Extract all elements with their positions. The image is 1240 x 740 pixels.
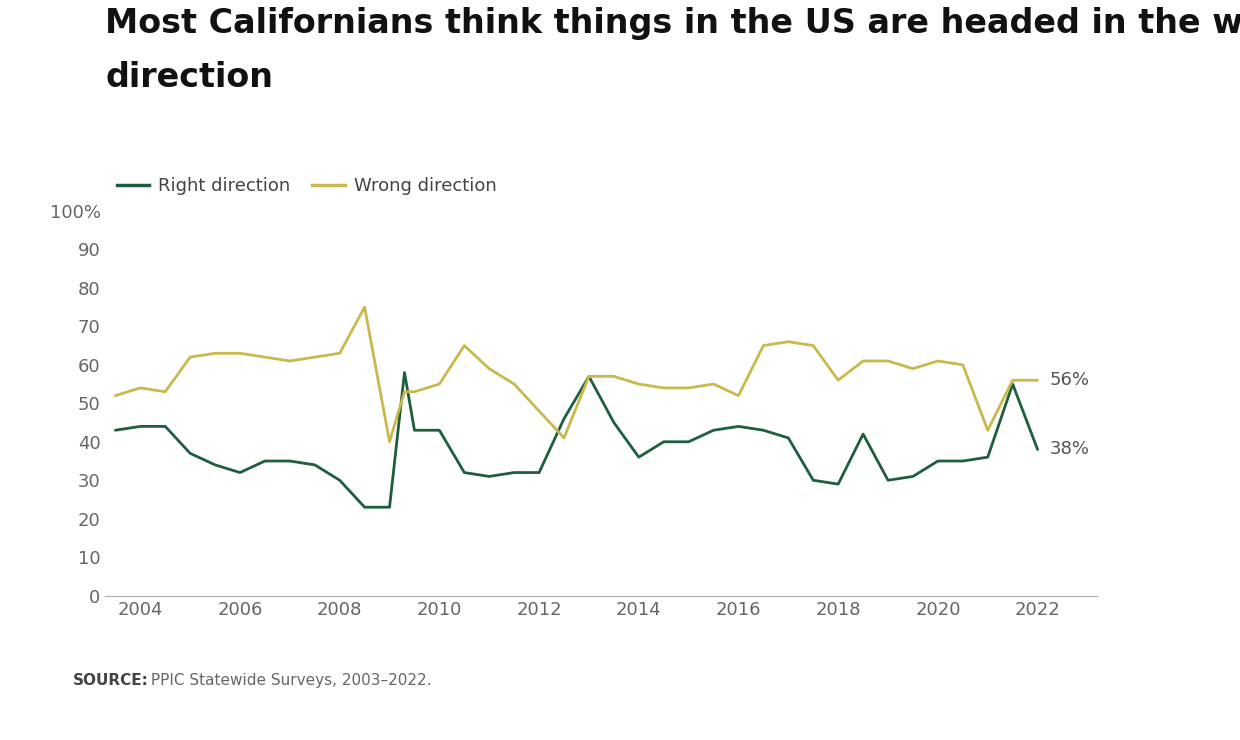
Text: Most Californians think things in the US are headed in the wrong: Most Californians think things in the US… [105, 7, 1240, 41]
Text: direction: direction [105, 61, 273, 94]
Text: PPIC Statewide Surveys, 2003–2022.: PPIC Statewide Surveys, 2003–2022. [146, 673, 432, 688]
Legend: Right direction, Wrong direction: Right direction, Wrong direction [109, 170, 503, 202]
Text: 38%: 38% [1050, 440, 1090, 459]
Text: 56%: 56% [1050, 371, 1090, 389]
Text: SOURCE:: SOURCE: [72, 673, 149, 688]
